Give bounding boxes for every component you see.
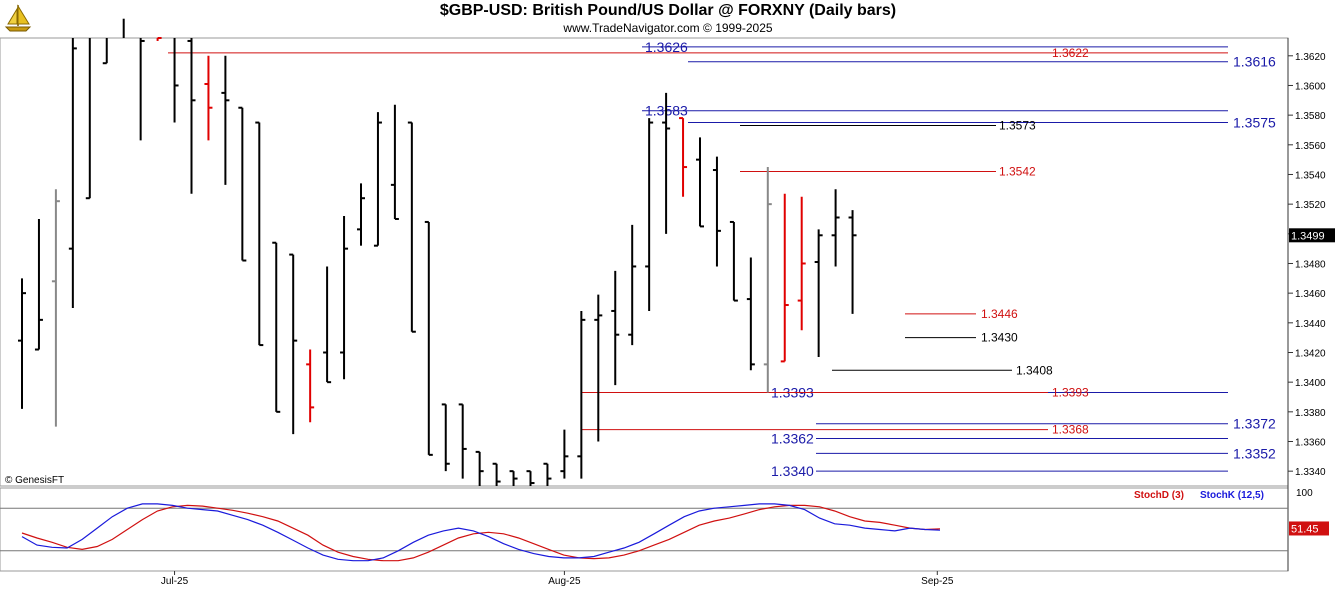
y-tick-label: 1.3480 [1295,259,1326,270]
y-tick-label: 1.3540 [1295,170,1326,181]
ohlc-bar [458,403,467,479]
legend-stochd: StochD (3) [1134,490,1184,501]
ohlc-bar [645,118,654,311]
genesis-watermark: © GenesisFT [5,475,64,486]
y-tick-label: 1.3560 [1295,141,1326,152]
sailboat-logo-icon [4,4,32,32]
ohlc-bar [18,278,26,409]
ohlc-bar [340,216,349,380]
ohlc-bar [187,38,196,194]
chart-frame: © GenesisFT [0,37,1289,572]
ohlc-bar [662,92,671,234]
stoch-last-label: 51.45 [1291,523,1319,535]
legend-stochk: StochK (12,5) [1200,490,1264,501]
ohlc-bar [831,189,840,267]
ohlc-bar [577,310,586,479]
stoch-tick-label: 100 [1296,488,1313,499]
ohlc-bar [221,55,230,185]
ohlc-bar [848,210,857,314]
ohlc-bar [173,38,179,123]
level-label: 1.3573 [999,119,1036,133]
ohlc-bar [139,38,145,141]
y-tick-label: 1.3620 [1295,52,1326,63]
y-tick-label: 1.3380 [1295,408,1326,419]
ohlc-bar [797,196,806,331]
level-label: 1.3408 [1016,363,1053,377]
y-tick-label: 1.3580 [1295,111,1326,122]
x-tick-label: Sep-25 [921,576,954,587]
stoch-last-box [1289,521,1329,536]
level-label: 1.3362 [771,431,814,447]
level-label: 1.3430 [981,331,1018,345]
level-label: 1.3352 [1233,445,1276,461]
level-label: 1.3626 [645,39,688,55]
ohlc-bar [407,121,416,333]
ohlc-bar [68,38,77,308]
ohlc-bar [255,121,264,347]
y-tick-label: 1.3520 [1295,200,1326,211]
ohlc-bar [594,294,603,442]
level-label: 1.3616 [1233,54,1276,70]
ohlc-bar [543,462,552,486]
price-bars [18,18,857,486]
chart-subtitle: www.TradeNavigator.com © 1999-2025 [563,21,773,35]
time-axis: Jul-25 Aug-25 Sep-25 [161,571,954,587]
ohlc-bar [357,183,365,246]
ohlc-bar [289,253,298,435]
level-label: 1.3446 [981,307,1018,321]
y-tick-label: 1.3600 [1295,81,1326,92]
stoch-series-line [21,503,941,562]
ohlc-bar [729,220,738,302]
y-tick-label: 1.3400 [1295,378,1326,389]
y-tick-label: 1.3420 [1295,348,1326,359]
ohlc-bar [51,189,60,427]
ohlc-bar [156,37,162,41]
ohlc-bar [509,470,518,486]
ohlc-bar [628,224,637,346]
level-label: 1.3393 [1052,386,1089,400]
level-label: 1.3368 [1052,423,1089,437]
ohlc-bar [492,462,501,486]
ohlc-bar [85,38,91,200]
ohlc-bar [712,156,721,267]
level-label: 1.3340 [771,463,814,479]
ohlc-bar [102,38,108,65]
ohlc-bar [238,106,247,262]
ohlc-bar [780,193,789,363]
y-tick-label: 1.3440 [1295,319,1326,330]
ohlc-bar [526,470,535,486]
x-tick-label: Jul-25 [161,576,189,587]
ohlc-bar [272,241,281,413]
ohlc-bar [475,450,484,486]
ohlc-bar [560,429,569,479]
last-price-box [1289,228,1335,243]
ohlc-bar [746,257,755,371]
stochastic-panel: 100 StochD (3) StochK (12,5) 51.45 [0,488,1329,562]
ohlc-bar [763,167,772,393]
level-label: 1.3622 [1052,46,1089,60]
chart-title: $GBP-USD: British Pound/US Dollar @ FORX… [439,2,897,19]
ohlc-bar [611,270,620,386]
ohlc-bar [679,117,688,197]
ohlc-bar [390,104,399,220]
ohlc-bar [306,349,315,423]
ohlc-bar [323,266,332,384]
ohlc-bar [424,220,433,456]
level-label: 1.3542 [999,165,1036,179]
y-tick-label: 1.3360 [1295,437,1326,448]
last-price-label: 1.3499 [1291,230,1325,242]
ohlc-bar [34,218,43,351]
ohlc-bar [373,112,382,247]
level-label: 1.3575 [1233,115,1276,131]
price-axis: 1.36201.36001.35801.35601.35401.35201.35… [1288,52,1335,478]
ohlc-bar [204,55,213,141]
y-tick-label: 1.3340 [1295,467,1326,478]
ohlc-bar [696,137,704,228]
level-label: 1.3372 [1233,416,1276,432]
y-tick-label: 1.3460 [1295,289,1326,300]
ohlc-bar [814,229,823,357]
ohlc-bar [441,403,450,472]
x-tick-label: Aug-25 [548,576,581,587]
